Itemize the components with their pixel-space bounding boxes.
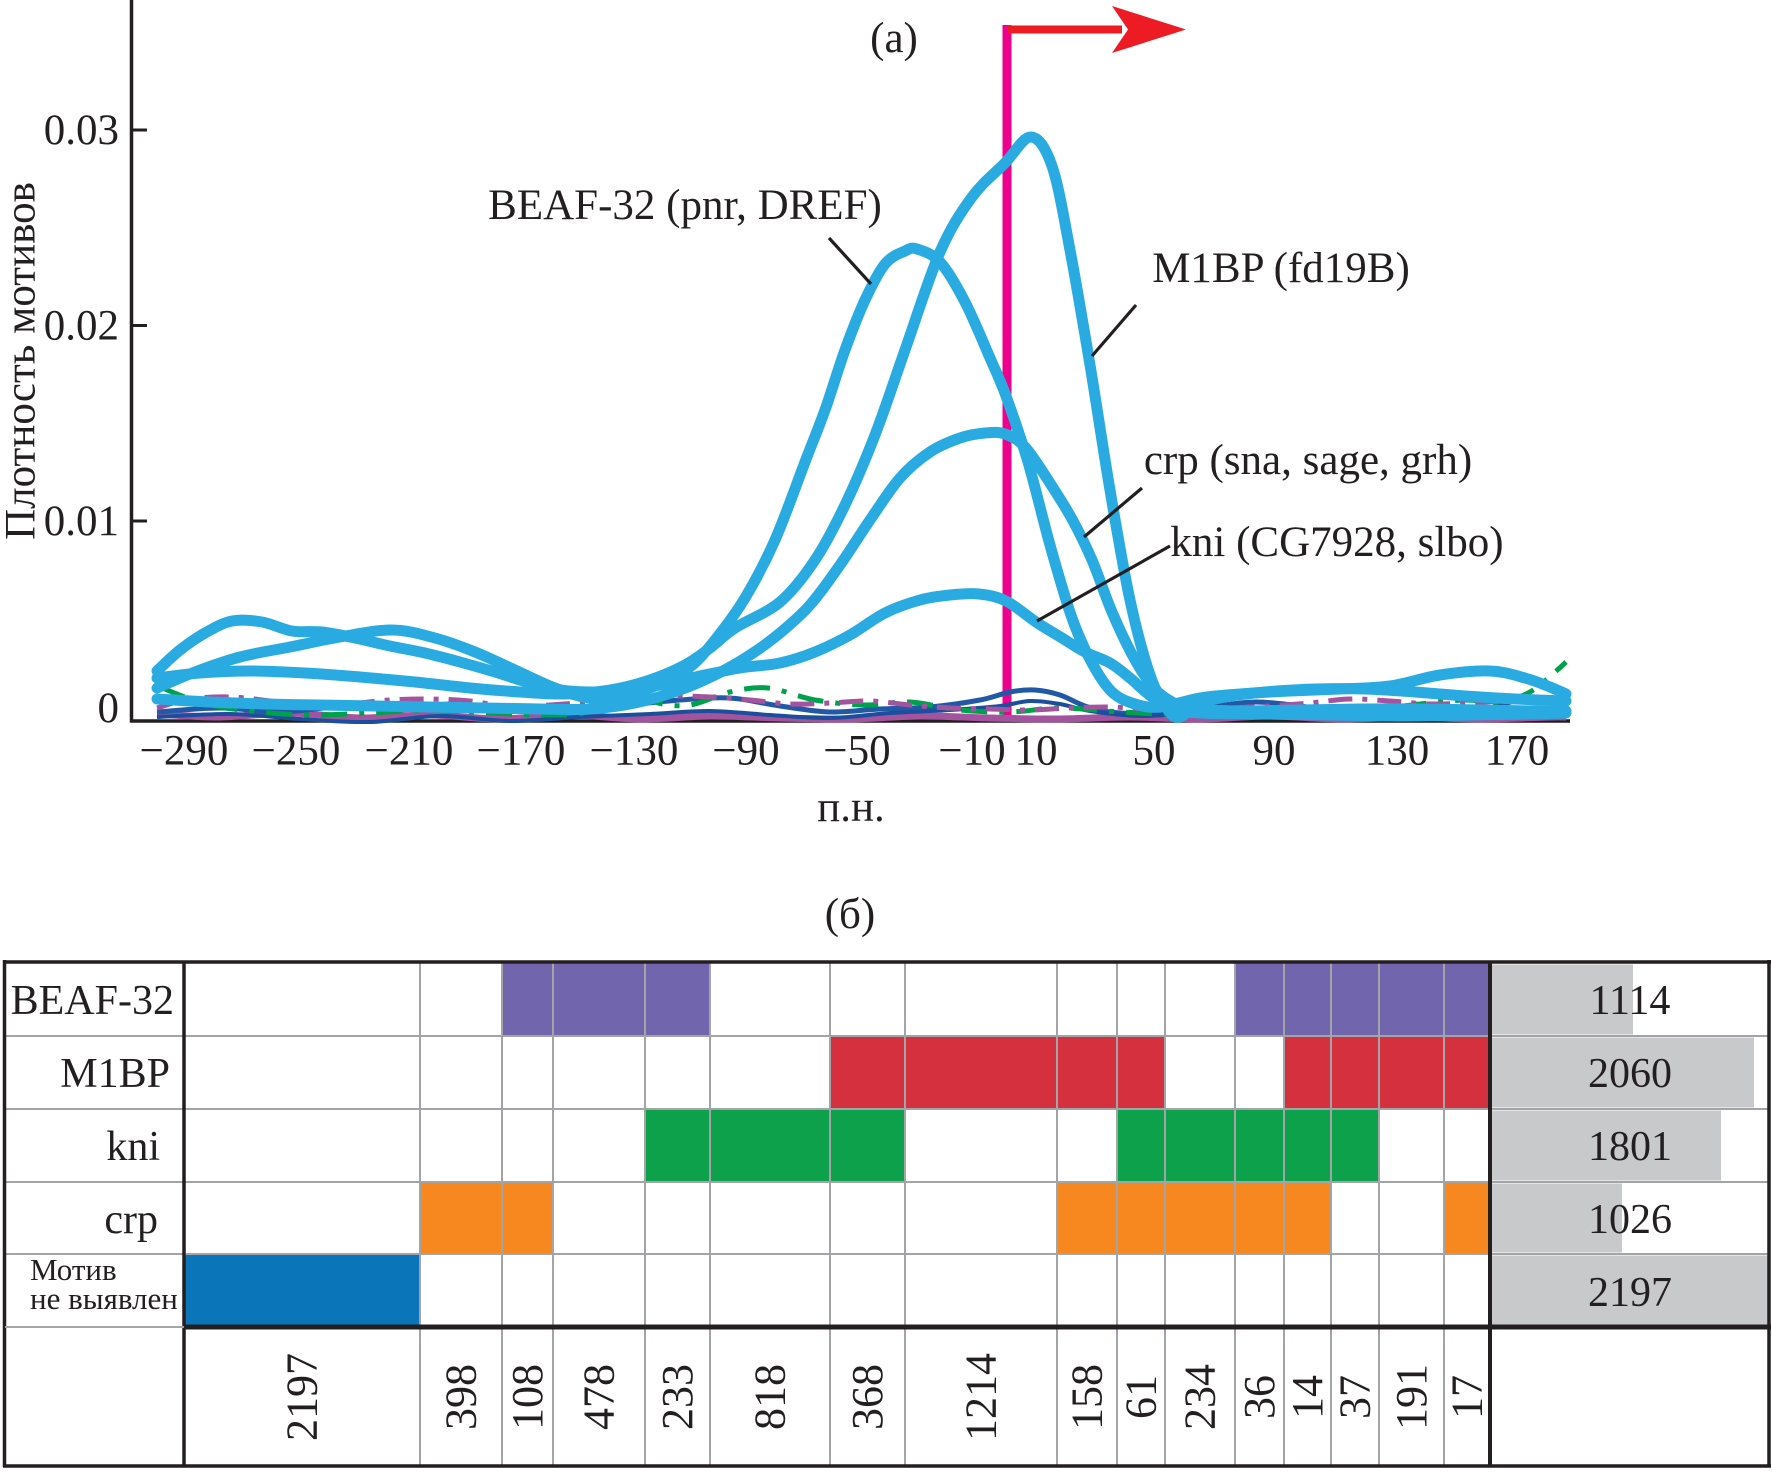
svg-text:170: 170 <box>1485 728 1550 775</box>
svg-text:−250: −250 <box>252 728 341 775</box>
svg-text:818: 818 <box>746 1364 795 1430</box>
svg-text:BEAF-32 (pnr, DREF): BEAF-32 (pnr, DREF) <box>488 182 882 229</box>
svg-text:0.02: 0.02 <box>44 303 119 350</box>
svg-text:1114: 1114 <box>1590 978 1671 1024</box>
svg-text:−210: −210 <box>365 728 454 775</box>
svg-text:36: 36 <box>1235 1375 1284 1419</box>
svg-text:M1BP: M1BP <box>60 1051 170 1097</box>
svg-text:61: 61 <box>1117 1375 1166 1419</box>
svg-text:Мотив: Мотив <box>30 1252 117 1287</box>
svg-text:233: 233 <box>653 1364 702 1430</box>
svg-text:crp (sna, sage, grh): crp (sna, sage, grh) <box>1144 437 1472 484</box>
svg-text:130: 130 <box>1365 728 1430 775</box>
svg-text:158: 158 <box>1063 1364 1112 1430</box>
svg-text:368: 368 <box>843 1364 892 1430</box>
svg-text:0: 0 <box>98 685 120 732</box>
svg-text:п.н.: п.н. <box>817 784 885 831</box>
svg-text:191: 191 <box>1387 1364 1436 1430</box>
svg-text:не выявлен: не выявлен <box>30 1281 178 1316</box>
svg-text:0.03: 0.03 <box>44 107 119 154</box>
svg-text:398: 398 <box>437 1364 486 1430</box>
svg-text:Плотность мотивов: Плотность мотивов <box>0 182 45 540</box>
svg-text:14: 14 <box>1283 1375 1332 1419</box>
svg-text:kni (CG7928, slbo): kni (CG7928, slbo) <box>1170 519 1503 566</box>
svg-text:2060: 2060 <box>1588 1051 1672 1097</box>
svg-text:−10: −10 <box>938 728 1005 775</box>
svg-text:234: 234 <box>1176 1364 1225 1430</box>
svg-text:108: 108 <box>503 1364 552 1430</box>
svg-text:1801: 1801 <box>1588 1124 1672 1170</box>
svg-text:−290: −290 <box>140 728 229 775</box>
svg-text:(a): (a) <box>870 15 918 62</box>
svg-text:−50: −50 <box>823 728 890 775</box>
svg-text:478: 478 <box>575 1364 624 1430</box>
svg-text:M1BP (fd19B): M1BP (fd19B) <box>1152 245 1410 292</box>
svg-text:0.01: 0.01 <box>44 498 119 545</box>
svg-text:−130: −130 <box>590 728 679 775</box>
svg-text:(б): (б) <box>825 891 876 938</box>
svg-text:37: 37 <box>1331 1375 1380 1419</box>
svg-text:2197: 2197 <box>278 1353 327 1441</box>
svg-text:50: 50 <box>1133 728 1176 775</box>
svg-text:10: 10 <box>1015 728 1058 775</box>
svg-text:1214: 1214 <box>957 1353 1006 1441</box>
svg-text:17: 17 <box>1443 1375 1492 1419</box>
svg-text:90: 90 <box>1253 728 1296 775</box>
svg-text:kni: kni <box>106 1124 160 1170</box>
svg-text:1026: 1026 <box>1588 1197 1672 1243</box>
svg-text:−170: −170 <box>477 728 566 775</box>
svg-text:crp: crp <box>104 1197 158 1243</box>
svg-text:−90: −90 <box>712 728 779 775</box>
svg-text:2197: 2197 <box>1588 1270 1672 1316</box>
svg-text:BEAF-32: BEAF-32 <box>11 978 174 1024</box>
